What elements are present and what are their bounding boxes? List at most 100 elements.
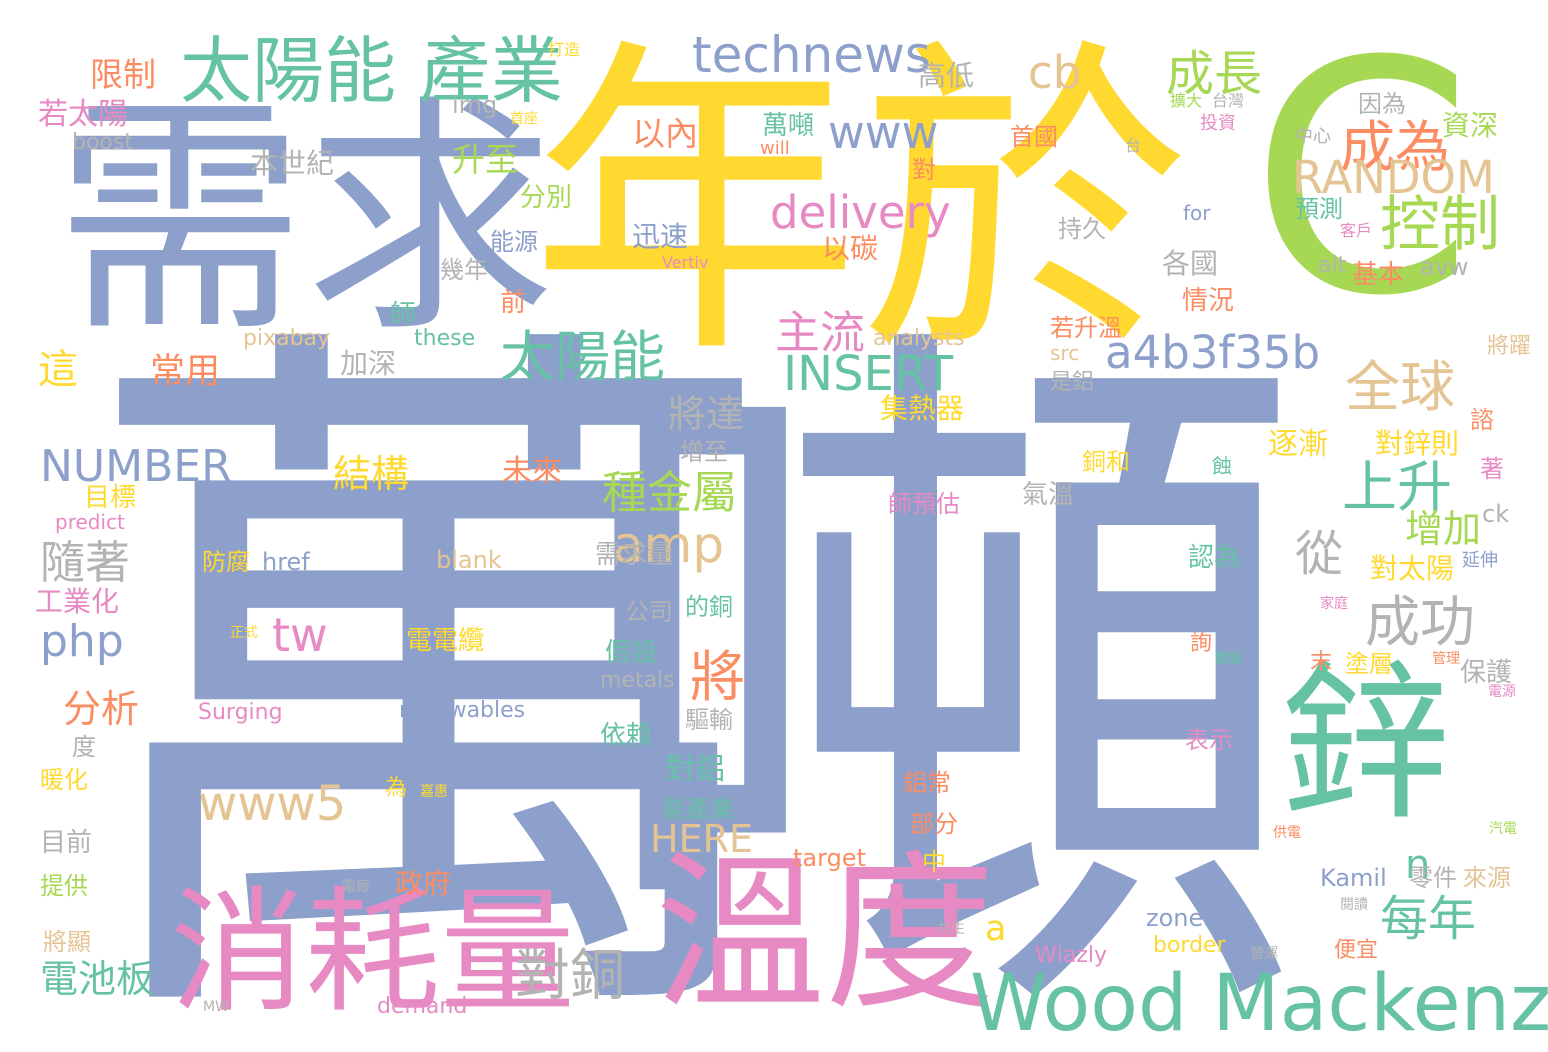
cloud-word: 成長 bbox=[1166, 46, 1263, 102]
cloud-word: 首國 bbox=[1010, 123, 1058, 151]
cloud-word: blank bbox=[436, 546, 502, 574]
cloud-word: 幾年 bbox=[440, 256, 488, 284]
cloud-word: 諮 bbox=[1470, 406, 1494, 434]
cloud-word: Kamil bbox=[1320, 864, 1387, 892]
cloud-word: analysts bbox=[873, 326, 965, 351]
cloud-word: 對銅 bbox=[515, 943, 626, 1007]
cloud-word: 是鋁 bbox=[1050, 370, 1095, 395]
cloud-word: 的銅 bbox=[685, 593, 733, 621]
cloud-word: 結構 bbox=[333, 452, 410, 496]
cloud-word: 末 bbox=[1310, 650, 1333, 675]
cloud-word: boost bbox=[72, 130, 133, 155]
cloud-word: 嘉惠 bbox=[420, 784, 448, 800]
cloud-word: 擴大 bbox=[1170, 91, 1203, 110]
cloud-word: 台 bbox=[1125, 136, 1142, 155]
cloud-word: RANDOM bbox=[1292, 151, 1495, 204]
cloud-word: 成功 bbox=[1365, 590, 1476, 654]
cloud-word: 閱讀 bbox=[1340, 897, 1368, 913]
cloud-word: metals bbox=[600, 668, 675, 693]
cloud-word: 依賴 bbox=[600, 721, 653, 751]
cloud-word: tw bbox=[272, 608, 328, 662]
cloud-word: 塗層 bbox=[1345, 650, 1393, 678]
cloud-word: 暖化 bbox=[40, 766, 88, 794]
cloud-word: INSERT bbox=[783, 346, 954, 402]
cloud-word: 提供 bbox=[40, 872, 88, 900]
cloud-word: 太陽能 bbox=[500, 325, 666, 389]
cloud-word: 家庭 bbox=[1320, 596, 1348, 612]
cloud-word: 政府 bbox=[395, 867, 452, 900]
cloud-word: 能源 bbox=[490, 228, 538, 256]
cloud-word: 氣溫 bbox=[1022, 480, 1075, 510]
cloud-word: n bbox=[1405, 842, 1431, 888]
cloud-word: 供電 bbox=[1273, 825, 1301, 841]
cloud-word: 逐漸 bbox=[1268, 427, 1328, 462]
cloud-word: Wood Mackenzie bbox=[970, 959, 1548, 1049]
cloud-word: C bbox=[1250, 0, 1474, 366]
cloud-word: 台灣 bbox=[1212, 91, 1245, 110]
cloud-word: 萬噸 bbox=[762, 111, 815, 141]
cloud-word: 目前 bbox=[40, 828, 93, 858]
cloud-word: 師預估 bbox=[888, 490, 960, 518]
cloud-word: 升至 bbox=[452, 140, 518, 179]
cloud-word: NUMBER bbox=[40, 441, 232, 492]
cloud-word: 電池板 bbox=[40, 957, 155, 1001]
cloud-word: delivery bbox=[770, 186, 951, 239]
cloud-word: ck bbox=[1482, 500, 1510, 528]
cloud-word: amp bbox=[613, 516, 725, 574]
cloud-word: 各國 bbox=[1162, 247, 1219, 280]
cloud-word: renewables bbox=[399, 698, 526, 723]
cloud-word: zoneid bbox=[1146, 904, 1226, 932]
cloud-word: 目標 bbox=[84, 483, 137, 513]
cloud-word: 首座 bbox=[510, 111, 538, 127]
cloud-word: 蝕 bbox=[1212, 454, 1232, 478]
cloud-word: 將躍 bbox=[1487, 334, 1532, 359]
cloud-word: www5 bbox=[198, 776, 347, 832]
cloud-word: 零件 bbox=[1409, 864, 1457, 892]
cloud-word: 將顯 bbox=[43, 928, 91, 956]
cloud-word: border bbox=[1153, 933, 1226, 958]
cloud-word: 年於 bbox=[530, 13, 1190, 397]
cloud-word: 以內 bbox=[632, 114, 698, 153]
cloud-word: 高低 bbox=[918, 59, 975, 92]
cloud-word: 投資 bbox=[1200, 113, 1236, 134]
cloud-word: 因為 bbox=[1358, 90, 1406, 118]
cloud-word: 集熱器 bbox=[880, 392, 965, 425]
cloud-word: 鋁常 bbox=[903, 769, 951, 797]
cloud-word: predict bbox=[55, 510, 125, 534]
cloud-word: 每年 bbox=[1380, 891, 1477, 947]
cloud-word: these bbox=[414, 326, 476, 351]
cloud-word: cb bbox=[1028, 46, 1082, 99]
cloud-word: 客戶 bbox=[1340, 221, 1373, 240]
cloud-word: 保護 bbox=[1460, 658, 1513, 688]
cloud-word: 體驗 bbox=[1215, 651, 1243, 667]
cloud-word: 能產業 bbox=[662, 795, 734, 823]
cloud-word: 中 bbox=[922, 848, 946, 876]
cloud-word: 基本 bbox=[1352, 260, 1405, 290]
cloud-word: for bbox=[1183, 201, 1211, 225]
cloud-word: 全球 bbox=[1345, 355, 1456, 419]
cloud-word: a bbox=[985, 909, 1007, 949]
cloud-word: 公司 bbox=[625, 598, 673, 626]
cloud-word: 分析 bbox=[63, 687, 140, 731]
cloud-word: src bbox=[1050, 341, 1080, 365]
cloud-word: 便宜 bbox=[1334, 938, 1379, 963]
cloud-word: 分別 bbox=[520, 183, 573, 213]
cloud-word: 太陽能 產業 bbox=[180, 29, 563, 113]
cloud-word: 將達 bbox=[668, 392, 745, 436]
cloud-word: 營運 bbox=[1250, 946, 1278, 962]
cloud-word: 延伸 bbox=[1462, 550, 1498, 571]
cloud-word: 將 bbox=[690, 645, 746, 709]
cloud-word: 管理 bbox=[1432, 651, 1460, 667]
cloud-word: will bbox=[760, 138, 790, 159]
cloud-word: 情況 bbox=[1182, 286, 1235, 316]
cloud-word: 表示 bbox=[1185, 726, 1233, 754]
cloud-word: 為 bbox=[385, 776, 408, 801]
cloud-word: 打造 bbox=[548, 40, 581, 59]
cloud-word: href bbox=[262, 548, 310, 576]
cloud-word: Wlazly bbox=[1035, 943, 1108, 968]
cloud-word: 來源 bbox=[1463, 864, 1511, 892]
cloud-word: img bbox=[452, 91, 498, 119]
cloud-word: demand bbox=[377, 994, 468, 1019]
cloud-word: 萬 bbox=[70, 271, 790, 1052]
